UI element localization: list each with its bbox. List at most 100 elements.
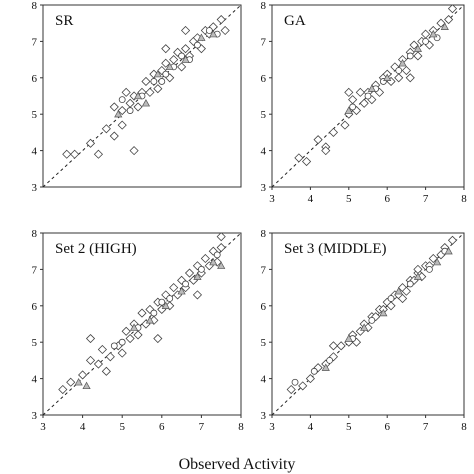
x-axis-label: Observed Activity [179, 456, 296, 473]
triangle-point [444, 246, 453, 255]
diamond-point [153, 333, 163, 344]
diamond-point [121, 87, 131, 97]
triangle-point [360, 323, 369, 331]
circle-point [406, 280, 414, 288]
diamond-point [101, 124, 111, 134]
circle-point [326, 356, 334, 364]
triangle-point [209, 257, 218, 266]
diamond-point [348, 95, 358, 105]
y-tick-label: 3 [261, 182, 267, 194]
circle-point [118, 338, 126, 346]
diamond-point [93, 149, 104, 159]
diamond-point [161, 44, 171, 54]
y-tick-label: 5 [32, 337, 38, 349]
x-tick-label: 5 [346, 421, 352, 433]
diamond-point [169, 283, 179, 293]
triangle-point [209, 29, 218, 38]
diamond-point [200, 253, 210, 264]
panel-title: Set 2 (HIGH) [55, 241, 137, 257]
circle-point [349, 103, 357, 111]
points-group [62, 14, 230, 159]
circle-point [364, 92, 372, 100]
diamond-point [413, 51, 423, 61]
circle-point [406, 52, 414, 60]
diamond-point [78, 370, 88, 380]
x-tick-label: 8 [461, 193, 467, 205]
x-tick-label: 7 [423, 421, 429, 433]
triangle-point [145, 316, 155, 324]
diamond-point [125, 98, 135, 108]
triangle-point [217, 261, 226, 269]
diamond-point [109, 102, 119, 112]
diamond-point [145, 87, 155, 97]
circle-point [194, 41, 201, 49]
circle-point [150, 309, 158, 317]
plot-frame [271, 232, 465, 416]
diamond-point [216, 242, 226, 253]
diamond-point [344, 87, 354, 97]
x-tick-label: 8 [461, 421, 467, 433]
diamond-point [169, 55, 179, 65]
circle-point [205, 27, 213, 34]
triangle-point [193, 272, 202, 280]
y-tick-label: 8 [32, 0, 38, 12]
triangle-point [161, 301, 170, 309]
panel-top-middle: SR 3 4 5 6 7 8 [32, 0, 242, 194]
triangle-point [133, 91, 143, 100]
circle-point [126, 107, 134, 114]
triangle-point [398, 59, 407, 67]
diamond-point [428, 253, 438, 264]
triangle-point [413, 272, 423, 280]
circle-point [197, 265, 205, 273]
triangle-point [177, 287, 186, 295]
diamond-point [421, 29, 431, 39]
circle-point [368, 316, 376, 324]
points-group [294, 5, 458, 167]
y-tick-label: 7 [32, 264, 38, 276]
circle-point [426, 265, 433, 273]
diamond-point [161, 58, 171, 68]
x-tick-label: 8 [238, 421, 244, 433]
diamond-point [109, 131, 119, 141]
diamond-point [137, 308, 147, 318]
diamond-point [117, 105, 127, 116]
diamond-point [328, 341, 339, 351]
panel-title: SR [55, 13, 73, 29]
triangle-point [433, 257, 442, 266]
diamond-point [133, 330, 143, 340]
y-tick-label: 7 [261, 264, 267, 276]
x-tick-label: 3 [269, 193, 275, 205]
diamond-point [184, 268, 195, 278]
circle-point [150, 78, 158, 85]
y-tick-label: 3 [32, 410, 38, 422]
y-tick-label: 8 [261, 228, 267, 240]
circle-point [213, 251, 221, 259]
plot-frame [42, 232, 242, 416]
y-tick-label: 5 [261, 337, 267, 349]
x-tick-label: 6 [159, 421, 165, 433]
circle-point [158, 78, 166, 85]
diamond-point [101, 366, 111, 376]
y-tick-label: 4 [261, 374, 267, 386]
diamond-point [340, 120, 350, 130]
diamond-point [216, 233, 226, 242]
circle-point [395, 67, 403, 74]
panel-top-right: GA 3 4 5 6 7 8 3 4 5 6 7 8 [261, 0, 468, 205]
triangle-point [383, 73, 392, 81]
diamond-point [386, 301, 396, 311]
diamond-point [405, 73, 415, 83]
diamond-point [129, 146, 139, 156]
y-tick-label: 3 [32, 182, 38, 194]
x-tick-label: 5 [346, 193, 352, 205]
circle-point [178, 52, 186, 60]
diamond-point [301, 156, 312, 167]
triangle-point [394, 287, 403, 295]
diamond-point [355, 87, 365, 97]
diamond-point [97, 344, 107, 355]
y-tick-label: 6 [32, 73, 38, 85]
diamond-point [121, 326, 131, 336]
triangle-point [344, 334, 353, 342]
diamond-point [180, 44, 191, 54]
triangle-point [141, 99, 151, 107]
x-tick-label: 4 [80, 421, 86, 433]
